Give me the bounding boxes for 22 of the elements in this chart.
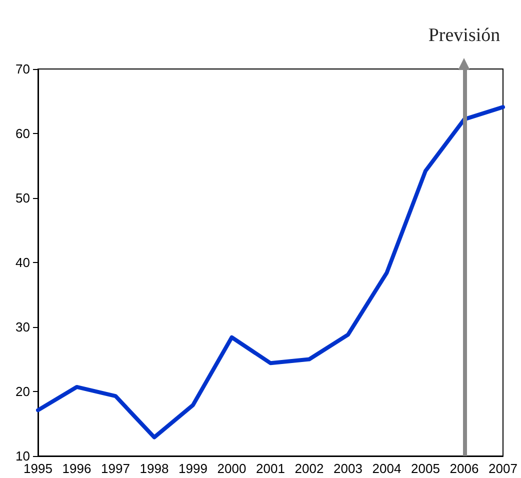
x-tick-label: 2003 [334, 461, 362, 476]
x-tick-label: 2001 [256, 461, 285, 476]
y-tick-label: 30 [16, 320, 30, 334]
x-tick-label: 2005 [411, 461, 440, 476]
x-tick-label: 1998 [140, 461, 169, 476]
ref-line-label: Previsión [428, 25, 501, 46]
y-tick-label: 70 [16, 62, 30, 76]
y-tick-label: 40 [16, 255, 30, 270]
line-series [36, 105, 505, 440]
x-tick-label: 1999 [178, 461, 208, 476]
x-tick-label: 2007 [488, 461, 518, 476]
y-tick-label: 60 [16, 126, 30, 141]
y-tick-label: 50 [16, 190, 30, 206]
x-tick-label: 2002 [294, 461, 324, 476]
x-tick-label: 1997 [101, 461, 130, 476]
x-tick-label: 2000 [217, 461, 246, 476]
x-tick-label: 2004 [372, 461, 402, 476]
x-tick-label: 2006 [450, 461, 479, 476]
x-tick-label: 1995 [24, 461, 52, 476]
x-tick-label: 1996 [62, 461, 92, 476]
y-tick-label: 10 [16, 448, 30, 464]
y-tick-label: 20 [16, 384, 30, 399]
